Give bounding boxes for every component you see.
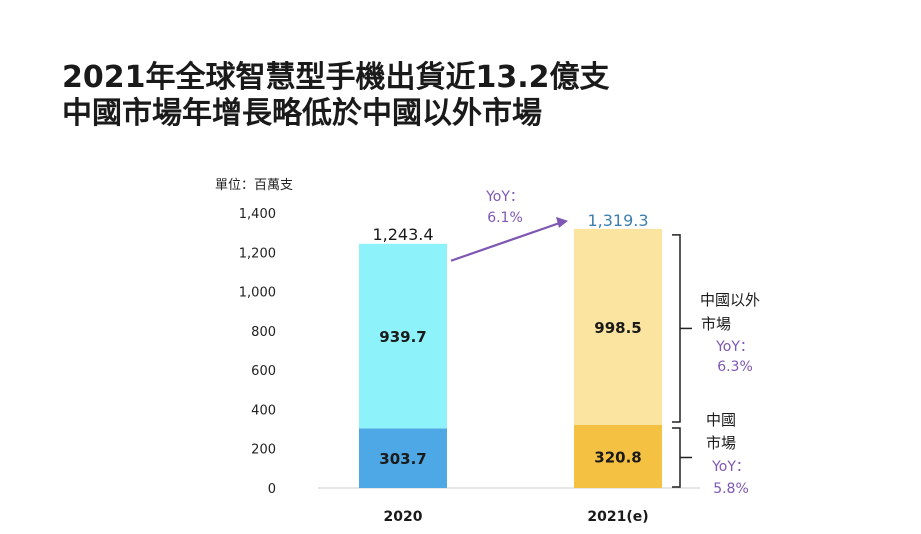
x-tick-label: 2020 (384, 509, 423, 525)
annotation-china-label: 中國 (706, 411, 736, 429)
y-tick-label: 200 (251, 443, 276, 458)
growth-arrow-head (556, 216, 568, 228)
annotation-china-label-2: 市場 (706, 434, 736, 452)
unit-label: 單位：百萬支 (215, 178, 294, 193)
title-line-1: 2021年全球智慧型手機出貨近13.2億支 (62, 60, 610, 95)
annotation-china-yoy-value: 5.8% (713, 481, 749, 497)
total-label-2020: 1,243.4 (372, 225, 433, 244)
y-tick-label: 600 (251, 364, 276, 379)
chart-title: 2021年全球智慧型手機出貨近13.2億支 中國市場年增長略低於中國以外市場 (62, 60, 610, 132)
bar-segment-china (359, 428, 447, 488)
growth-arrow-line (450, 221, 561, 262)
bar-value-label: 320.8 (594, 448, 641, 466)
y-tick-label: 1,000 (239, 286, 276, 301)
annotation-outside-china-label-2: 市場 (701, 315, 731, 333)
annotation-china-yoy: YoY： (711, 459, 750, 475)
annotation-outside-china-label: 中國以外 (700, 291, 760, 309)
y-tick-label: 1,400 (239, 207, 276, 222)
bar-segment-outside-china (574, 228, 662, 425)
total-yoy-label: YoY： (485, 189, 524, 205)
bar-value-label: 998.5 (594, 319, 641, 337)
x-tick-label: 2021(e) (587, 509, 648, 525)
bracket-outside-china (672, 234, 681, 423)
title-line-2: 中國市場年增長略低於中國以外市場 (62, 96, 542, 131)
y-tick-label: 1,200 (239, 246, 276, 261)
bar-segment-china (574, 424, 662, 488)
bracket-china (672, 427, 681, 488)
bar-segment-outside-china (359, 243, 447, 429)
y-tick-label: 0 (268, 482, 276, 497)
bar-value-label: 303.7 (379, 450, 426, 468)
total-yoy-value: 6.1% (487, 210, 523, 226)
y-tick-label: 400 (251, 403, 276, 418)
total-label-2021: 1,319.3 (587, 211, 648, 230)
y-tick-label: 800 (251, 325, 276, 340)
bar-value-label: 939.7 (379, 328, 426, 346)
annotation-outside-china-yoy-value: 6.3% (717, 359, 753, 375)
annotation-outside-china-yoy: YoY： (715, 339, 754, 355)
